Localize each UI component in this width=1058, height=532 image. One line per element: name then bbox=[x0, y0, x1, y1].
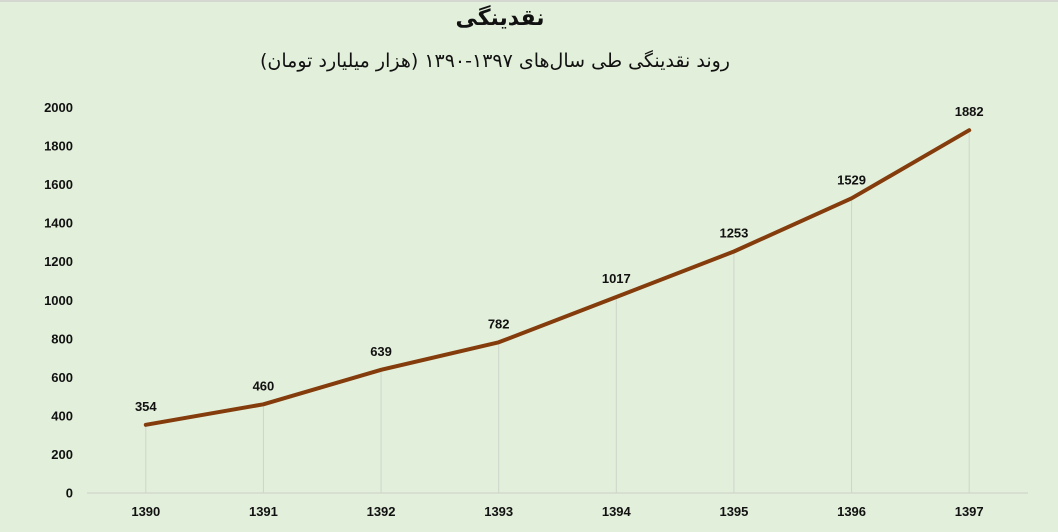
x-axis-tick-label: 1394 bbox=[602, 504, 632, 519]
x-axis-tick-label: 1392 bbox=[367, 504, 396, 519]
y-axis-tick-label: 1200 bbox=[44, 254, 73, 269]
y-axis-tick-label: 0 bbox=[66, 486, 73, 501]
y-axis-tick-label: 1800 bbox=[44, 139, 73, 154]
y-axis-tick-label: 2000 bbox=[44, 100, 73, 115]
chart-top-border bbox=[0, 0, 1058, 2]
x-axis-tick-label: 1393 bbox=[484, 504, 513, 519]
y-axis-tick-label: 200 bbox=[51, 447, 73, 462]
data-label: 639 bbox=[370, 344, 392, 359]
x-axis-tick-label: 1396 bbox=[837, 504, 866, 519]
data-label: 1882 bbox=[955, 104, 984, 119]
x-axis-tick-label: 1391 bbox=[249, 504, 278, 519]
x-axis-tick-label: 1395 bbox=[719, 504, 748, 519]
y-axis-tick-label: 1000 bbox=[44, 293, 73, 308]
data-label: 354 bbox=[135, 399, 157, 414]
x-axis-tick-label: 1390 bbox=[131, 504, 160, 519]
y-axis-tick-label: 800 bbox=[51, 331, 73, 346]
x-axis-tick-label: 1397 bbox=[955, 504, 984, 519]
y-axis-tick-label: 400 bbox=[51, 408, 73, 423]
chart-subtitle: روند نقدینگی طی سال‌های ۱۳۹۷-۱۳۹۰ (هزار … bbox=[260, 50, 730, 72]
y-axis-tick-label: 600 bbox=[51, 370, 73, 385]
data-label: 782 bbox=[488, 316, 510, 331]
chart-title: نقدینگی bbox=[455, 6, 545, 31]
data-label: 460 bbox=[253, 378, 275, 393]
data-label: 1529 bbox=[837, 172, 866, 187]
y-axis-tick-label: 1600 bbox=[44, 177, 73, 192]
data-label: 1253 bbox=[719, 225, 748, 240]
data-label: 1017 bbox=[602, 271, 631, 286]
series-line bbox=[143, 128, 972, 427]
y-axis-tick-label: 1400 bbox=[44, 216, 73, 231]
